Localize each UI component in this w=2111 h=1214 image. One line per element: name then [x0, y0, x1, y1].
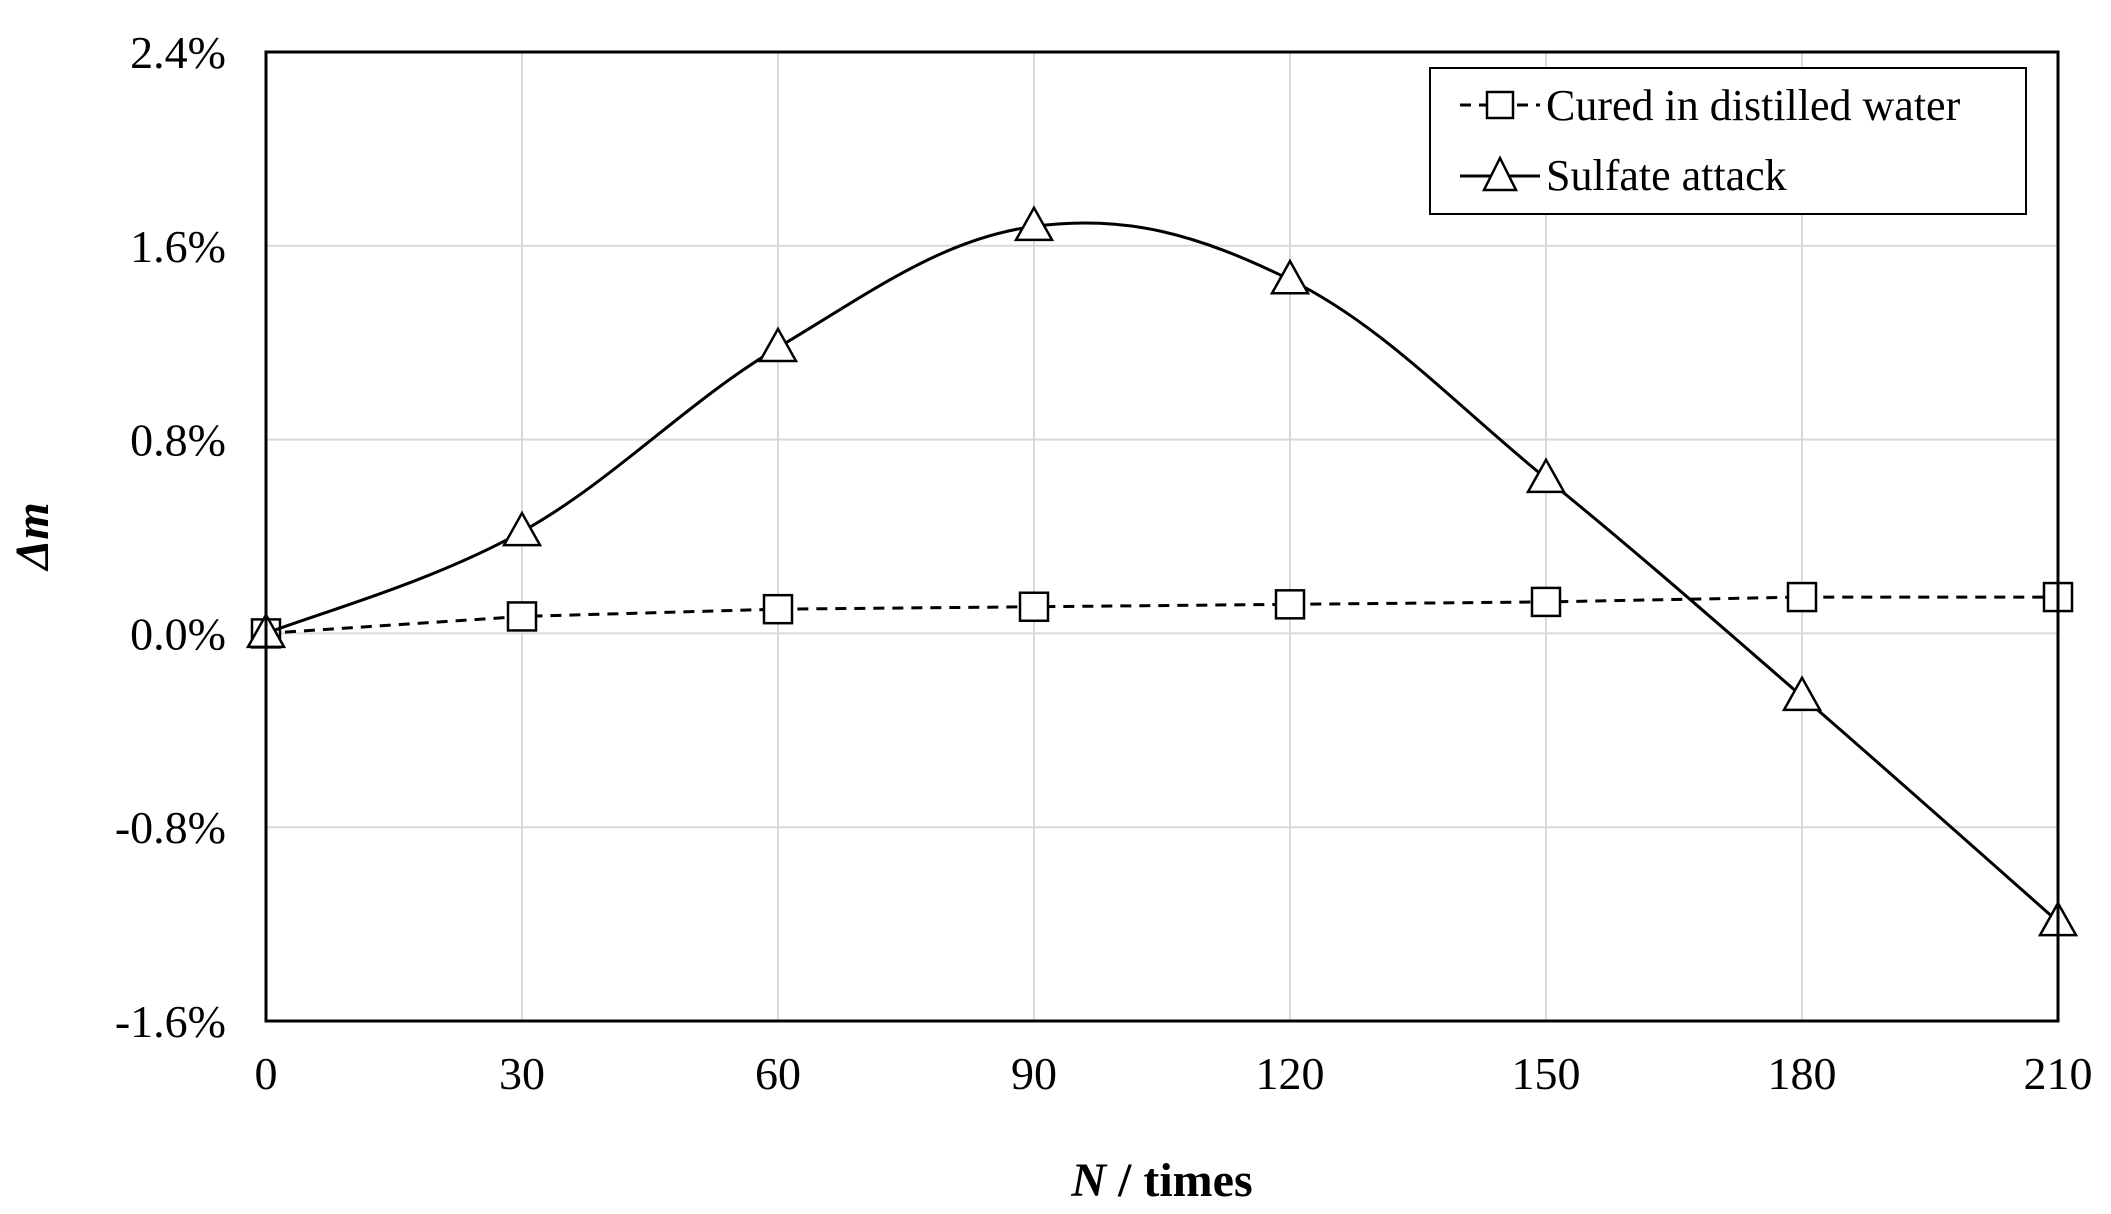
legend-marker-triangle-icon: [1481, 155, 1519, 192]
x-axis-title: N / times: [1070, 1154, 1252, 1207]
x-axis-title-italic: N: [1070, 1154, 1108, 1207]
series-line-cured: [265, 595, 2058, 635]
plot-area-frame: [264, 50, 2060, 1023]
y-tick-label: 1.6%: [130, 221, 226, 272]
x-tick-label: 60: [755, 1048, 801, 1099]
series-sulfate: [245, 205, 2079, 937]
x-tick-label: 150: [1512, 1048, 1581, 1099]
series-layer: [245, 205, 2079, 937]
x-tick-label: 180: [1768, 1048, 1837, 1099]
data-point-square-60: [762, 593, 794, 625]
y-tick-label: -0.8%: [115, 802, 226, 853]
data-point-triangle-90: [1013, 205, 1055, 242]
x-axis-ticks: 0 30 60 90 120 150 180 210: [255, 1048, 2093, 1099]
data-point-square-90: [1018, 591, 1050, 623]
data-point-triangle-30: [501, 510, 543, 547]
data-point-triangle-60: [757, 326, 799, 363]
x-axis-title-rest: / times: [1106, 1154, 1253, 1207]
x-tick-label: 210: [2024, 1048, 2093, 1099]
legend-entry-cured: Cured in distilled water: [1460, 81, 1961, 130]
legend-entry-sulfate: Sulfate attack: [1460, 151, 1787, 200]
data-point-triangle-180: [1781, 675, 1823, 712]
x-tick-label: 120: [1256, 1048, 1325, 1099]
x-tick-label: 90: [1011, 1048, 1057, 1099]
y-axis-ticks: 2.4% 1.6% 0.8% 0.0% -0.8% -1.6%: [115, 27, 226, 1047]
legend-label-cured: Cured in distilled water: [1546, 81, 1961, 130]
legend: Cured in distilled water Sulfate attack: [1429, 67, 2027, 215]
data-point-square-120: [1274, 589, 1306, 620]
data-point-square-150: [1530, 586, 1562, 618]
legend-label-sulfate: Sulfate attack: [1546, 151, 1787, 200]
series-line-sulfate: [265, 221, 2059, 923]
y-axis-title: Δm: [6, 502, 59, 571]
x-tick-label: 30: [499, 1048, 545, 1099]
legend-marker-square-icon: [1485, 90, 1515, 120]
data-point-triangle-120: [1269, 258, 1311, 295]
series-cured: [250, 581, 2074, 649]
x-tick-label: 0: [255, 1048, 278, 1099]
y-tick-label: 2.4%: [130, 27, 226, 78]
data-point-square-30: [506, 601, 538, 632]
data-point-triangle-150: [1525, 457, 1567, 494]
legend-box: [1429, 67, 2027, 215]
y-tick-label: -1.6%: [115, 996, 226, 1047]
y-tick-label: 0.0%: [130, 608, 226, 659]
data-point-square-180: [1786, 581, 1818, 613]
y-tick-label: 0.8%: [130, 415, 226, 466]
grid-lines: [265, 51, 2059, 1022]
